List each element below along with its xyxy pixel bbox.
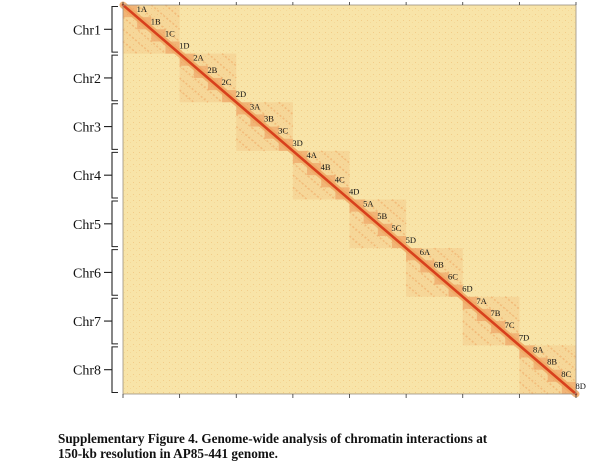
block-label: 1C <box>165 28 175 38</box>
block-label: 5C <box>391 223 401 233</box>
homolog-stripe <box>249 101 294 140</box>
homolog-stripe <box>476 296 520 334</box>
chromosome-bracket <box>104 346 118 394</box>
chromosome-label: Chr8 <box>73 364 101 379</box>
chromosome-label: Chr7 <box>73 315 101 330</box>
block-label: 4A <box>306 150 317 160</box>
homolog-stripe <box>306 150 351 188</box>
block-label: 3A <box>250 101 261 111</box>
homolog-stripe <box>405 259 450 298</box>
block-label: 7B <box>491 308 501 318</box>
chromosome-label: Chr4 <box>73 169 101 184</box>
block-label: 2A <box>193 53 204 63</box>
homolog-stripe <box>122 40 138 55</box>
block-label: 4C <box>335 174 345 184</box>
homolog-stripe <box>235 138 251 152</box>
block-label: 3D <box>292 138 302 148</box>
chromosome-bracket <box>104 297 118 345</box>
homolog-stripe <box>334 150 351 164</box>
block-label: 5B <box>377 211 387 221</box>
chromosome-label: Chr5 <box>73 218 101 233</box>
homolog-stripe <box>462 308 506 346</box>
homolog-stripe <box>391 198 407 213</box>
homolog-stripe <box>518 356 563 395</box>
homolog-stripe <box>179 65 223 103</box>
block-label: 7D <box>519 332 529 342</box>
chromosome-label: Chr2 <box>73 72 101 87</box>
block-label: 2C <box>222 77 232 87</box>
homolog-stripe <box>179 89 195 103</box>
block-label: 8D <box>575 381 585 391</box>
block-label: 3C <box>278 126 288 136</box>
block-label: 5A <box>363 199 374 209</box>
heatmap-panel <box>119 1 580 398</box>
homolog-stripe <box>504 296 520 310</box>
bottom-axis-ticks <box>122 394 577 398</box>
block-label: 8A <box>533 344 544 354</box>
block-label: 6A <box>420 247 431 257</box>
figure-caption: Supplementary Figure 4. Genome-wide anal… <box>58 431 578 461</box>
chromosome-bracket <box>104 151 118 199</box>
block-label: 7A <box>476 296 487 306</box>
homolog-stripe <box>405 283 421 298</box>
homolog-stripe <box>221 53 237 67</box>
block-label: 4B <box>321 162 331 172</box>
block-label: 6C <box>448 272 458 282</box>
chromosome-label: Chr6 <box>73 266 101 281</box>
block-label: 1D <box>179 41 189 51</box>
block-label: 2B <box>207 65 217 75</box>
homolog-stripe <box>136 4 181 43</box>
homolog-stripe <box>193 53 237 91</box>
homolog-stripe <box>448 247 464 261</box>
chromosome-label: Chr1 <box>73 23 101 38</box>
chromosome-bracket <box>104 54 118 102</box>
top-axis-ticks <box>122 2 577 5</box>
block-label: 6B <box>434 259 444 269</box>
block-label: 1A <box>137 4 148 14</box>
chromosome-label: Chr3 <box>73 121 101 136</box>
block-label: 2D <box>236 89 246 99</box>
homolog-stripe <box>518 381 535 395</box>
block-label: 5D <box>406 235 416 245</box>
homolog-stripe <box>462 332 478 346</box>
diagonal-core <box>121 3 578 396</box>
homolog-stripe <box>348 211 393 249</box>
homolog-stripe <box>419 247 464 286</box>
block-label: 8B <box>547 357 557 367</box>
homolog-stripe <box>292 186 308 201</box>
chromosome-bracket <box>104 5 118 53</box>
homolog-stripe <box>348 235 365 249</box>
caption-line-1: Supplementary Figure 4. Genome-wide anal… <box>58 431 488 446</box>
caption-line-2: 150-kb resolution in AP85-441 genome. <box>58 446 278 461</box>
chromosome-bracket <box>104 103 118 150</box>
block-label: 1B <box>151 16 161 26</box>
chromosome-bracket <box>104 249 118 296</box>
block-label: 8C <box>561 369 571 379</box>
block-label: 3B <box>264 114 274 124</box>
homolog-stripe <box>164 4 181 18</box>
homolog-stripe <box>122 16 166 55</box>
block-label: 6D <box>462 284 472 294</box>
homolog-stripe <box>561 344 577 359</box>
block-label: 4D <box>349 186 359 196</box>
chromosome-brackets: Chr1 Chr2 Chr3 Chr4 Chr5 Chr6 Chr7 Chr8 <box>73 5 118 394</box>
homolog-stripe <box>292 162 336 201</box>
homolog-stripe <box>533 344 577 383</box>
block-label: 7C <box>505 320 515 330</box>
homolog-stripe <box>363 198 407 237</box>
chromosome-bracket <box>104 200 118 248</box>
homolog-stripe <box>278 101 294 116</box>
homolog-stripe <box>235 113 280 152</box>
